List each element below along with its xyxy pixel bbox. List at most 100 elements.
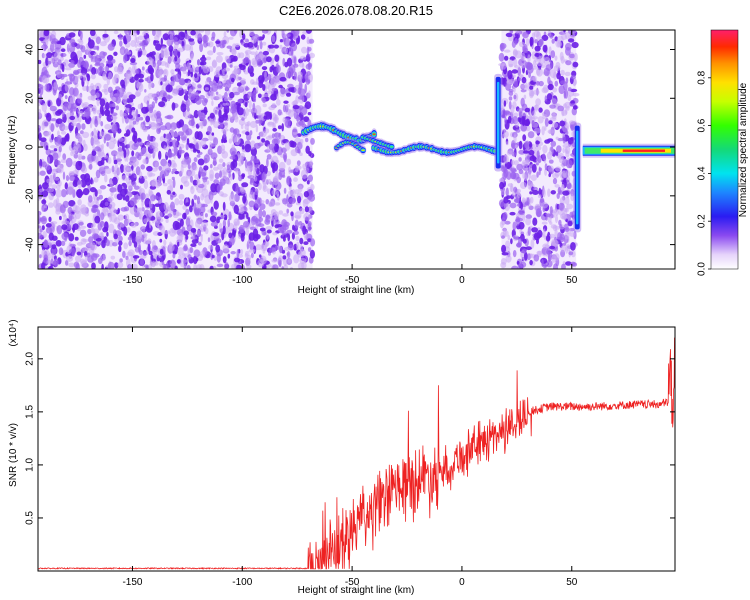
noise-speck: [307, 62, 313, 68]
noise-speck: [512, 101, 517, 109]
noise-speck: [185, 202, 190, 207]
noise-speck: [167, 213, 173, 218]
noise-speck: [137, 103, 142, 110]
noise-speck: [549, 117, 557, 122]
noise-speck: [72, 170, 79, 176]
noise-speck: [56, 163, 64, 170]
noise-speck: [555, 214, 558, 224]
noise-speck: [292, 224, 295, 231]
noise-speck: [307, 112, 312, 116]
noise-speck: [123, 164, 128, 173]
noise-speck: [191, 239, 199, 244]
noise-speck: [271, 162, 279, 172]
noise-speck: [140, 164, 145, 170]
noise-speck: [155, 43, 162, 51]
noise-speck: [189, 205, 193, 213]
noise-speck: [246, 161, 252, 166]
noise-speck: [272, 175, 279, 186]
noise-speck: [557, 105, 565, 112]
noise-speck: [562, 143, 570, 148]
noise-speck: [264, 218, 271, 225]
noise-speck: [219, 69, 222, 75]
noise-speck: [89, 30, 96, 36]
noise-speck: [73, 69, 80, 75]
noise-speck: [254, 105, 262, 115]
noise-speck: [165, 84, 173, 93]
noise-speck: [518, 221, 525, 230]
noise-speck: [545, 64, 552, 71]
noise-speck: [503, 228, 507, 238]
noise-speck: [99, 131, 105, 139]
noise-speck: [308, 151, 312, 157]
noise-speck: [59, 52, 67, 58]
noise-speck: [253, 98, 257, 103]
noise-speck: [61, 125, 69, 131]
noise-speck: [250, 51, 256, 55]
noise-speck: [95, 237, 102, 242]
noise-speck: [571, 41, 579, 49]
noise-speck: [240, 249, 244, 255]
noise-speck: [219, 228, 224, 233]
noise-speck: [514, 50, 522, 59]
noise-speck: [229, 127, 235, 133]
noise-speck: [181, 259, 188, 264]
noise-speck: [190, 169, 196, 177]
noise-speck: [38, 77, 42, 82]
noise-speck: [292, 129, 297, 133]
noise-speck: [164, 162, 171, 171]
noise-speck: [95, 200, 99, 206]
noise-speck: [196, 257, 199, 262]
noise-speck: [228, 171, 231, 178]
noise-speck: [46, 187, 52, 194]
noise-speck: [91, 223, 94, 232]
noise-speck: [117, 214, 124, 221]
noise-speck: [127, 143, 131, 149]
noise-speck: [278, 161, 286, 171]
noise-speck: [171, 102, 176, 111]
noise-speck: [272, 112, 277, 122]
noise-speck: [116, 151, 123, 159]
noise-speck: [538, 187, 542, 196]
noise-speck: [177, 47, 185, 53]
noise-speck: [43, 30, 50, 37]
noise-speck: [232, 86, 240, 94]
noise-speck: [299, 207, 305, 214]
noise-speck: [99, 62, 105, 68]
noise-speck: [51, 133, 54, 141]
noise-speck: [529, 143, 532, 148]
noise-speck: [115, 105, 119, 111]
noise-speck: [264, 128, 270, 134]
noise-speck: [82, 77, 87, 81]
noise-speck: [539, 197, 545, 203]
noise-speck: [222, 102, 230, 107]
noise-speck: [74, 210, 81, 220]
noise-speck: [509, 202, 517, 209]
noise-speck: [288, 87, 295, 92]
noise-speck: [512, 221, 517, 231]
noise-speck: [228, 232, 233, 239]
noise-speck: [222, 244, 230, 253]
noise-speck: [181, 40, 185, 47]
noise-speck: [189, 247, 194, 254]
noise-speck: [510, 167, 517, 172]
noise-speck: [288, 109, 292, 113]
noise-speck: [164, 230, 171, 235]
noise-speck: [567, 137, 574, 145]
noise-speck: [172, 178, 176, 189]
noise-speck: [531, 163, 537, 173]
noise-speck: [81, 123, 86, 130]
noise-speck: [57, 59, 62, 66]
noise-speck: [276, 65, 281, 73]
noise-speck: [79, 225, 87, 229]
noise-speck: [229, 194, 236, 203]
noise-speck: [537, 194, 542, 199]
noise-speck: [194, 140, 202, 150]
noise-speck: [548, 173, 551, 178]
noise-speck: [536, 171, 539, 178]
noise-speck: [102, 253, 106, 260]
noise-speck: [110, 97, 117, 102]
noise-speck: [104, 109, 111, 117]
noise-speck: [49, 105, 57, 112]
noise-speck: [266, 229, 272, 234]
